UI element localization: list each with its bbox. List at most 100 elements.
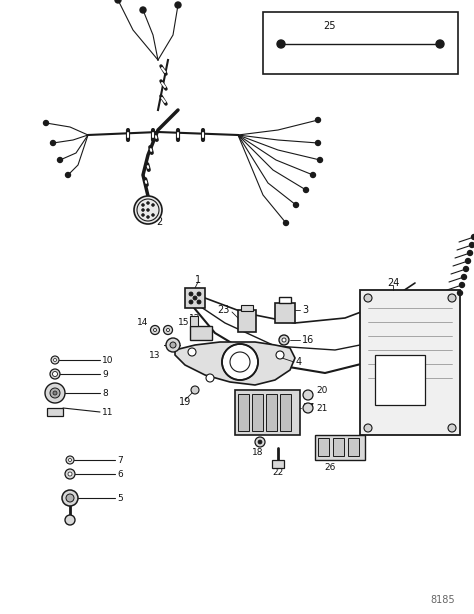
Circle shape xyxy=(193,296,197,300)
Bar xyxy=(360,290,460,435)
Bar xyxy=(280,394,291,431)
Circle shape xyxy=(152,204,155,206)
Text: 11: 11 xyxy=(102,408,113,416)
Text: 20: 20 xyxy=(316,386,328,395)
Circle shape xyxy=(189,292,193,296)
Circle shape xyxy=(462,274,466,279)
Circle shape xyxy=(459,282,465,287)
Text: 8: 8 xyxy=(102,389,108,397)
Text: 12: 12 xyxy=(189,314,201,322)
Circle shape xyxy=(464,266,468,271)
Text: 25: 25 xyxy=(323,21,336,31)
Bar xyxy=(47,408,63,416)
Text: 14: 14 xyxy=(137,317,148,327)
Circle shape xyxy=(54,359,56,362)
Text: 2: 2 xyxy=(156,217,162,227)
Circle shape xyxy=(436,40,444,48)
Circle shape xyxy=(146,209,149,211)
Text: 26: 26 xyxy=(324,462,336,472)
Circle shape xyxy=(68,472,72,476)
Circle shape xyxy=(364,424,372,432)
Circle shape xyxy=(448,294,456,302)
Circle shape xyxy=(65,173,71,177)
Bar xyxy=(318,438,329,456)
Circle shape xyxy=(53,391,57,395)
Circle shape xyxy=(293,203,299,208)
Bar xyxy=(185,288,205,308)
Circle shape xyxy=(467,251,473,255)
Circle shape xyxy=(191,386,199,394)
Text: 24: 24 xyxy=(387,278,399,288)
Circle shape xyxy=(140,7,146,13)
Circle shape xyxy=(465,258,471,263)
Circle shape xyxy=(166,338,180,352)
Circle shape xyxy=(277,40,285,48)
Text: 15: 15 xyxy=(178,317,190,327)
Bar xyxy=(235,390,300,435)
Circle shape xyxy=(189,300,193,304)
Circle shape xyxy=(53,371,57,376)
Circle shape xyxy=(175,2,181,8)
Text: 13: 13 xyxy=(148,351,160,360)
Circle shape xyxy=(50,388,60,398)
Circle shape xyxy=(45,383,65,403)
Circle shape xyxy=(65,515,75,525)
Circle shape xyxy=(69,459,72,462)
Circle shape xyxy=(146,202,149,204)
Circle shape xyxy=(276,351,284,359)
Text: 1: 1 xyxy=(195,275,201,285)
Circle shape xyxy=(164,325,173,335)
Text: 18: 18 xyxy=(252,448,264,456)
Bar xyxy=(263,12,458,74)
Circle shape xyxy=(457,290,463,295)
Bar xyxy=(238,310,256,332)
Circle shape xyxy=(364,294,372,302)
Circle shape xyxy=(50,369,60,379)
Bar xyxy=(266,394,277,431)
Circle shape xyxy=(470,243,474,247)
Bar xyxy=(333,438,344,456)
Circle shape xyxy=(170,342,176,348)
Circle shape xyxy=(51,356,59,364)
Text: 5: 5 xyxy=(117,494,123,502)
Bar xyxy=(190,316,198,326)
Text: 6: 6 xyxy=(117,470,123,478)
Bar xyxy=(348,438,359,456)
Bar xyxy=(275,303,295,323)
Bar xyxy=(272,460,284,468)
Text: 21: 21 xyxy=(316,403,328,413)
Text: 9: 9 xyxy=(102,370,108,378)
Circle shape xyxy=(142,204,144,206)
Circle shape xyxy=(134,196,162,224)
Circle shape xyxy=(197,300,201,304)
Text: 23: 23 xyxy=(218,305,230,315)
Circle shape xyxy=(303,187,309,193)
Circle shape xyxy=(283,220,289,225)
Circle shape xyxy=(152,214,155,216)
Circle shape xyxy=(279,335,289,345)
Text: 7: 7 xyxy=(117,456,123,465)
Circle shape xyxy=(310,173,316,177)
Text: 22: 22 xyxy=(273,467,283,476)
Circle shape xyxy=(66,456,74,464)
Text: 3: 3 xyxy=(302,305,308,315)
Text: 16: 16 xyxy=(302,335,314,345)
Bar xyxy=(375,355,425,405)
Circle shape xyxy=(57,158,63,163)
Polygon shape xyxy=(279,297,291,303)
Circle shape xyxy=(206,374,214,382)
Circle shape xyxy=(316,141,320,146)
Bar xyxy=(238,394,249,431)
Circle shape xyxy=(316,117,320,123)
Circle shape xyxy=(115,0,121,3)
Circle shape xyxy=(197,292,201,296)
Text: 19: 19 xyxy=(179,397,191,407)
Circle shape xyxy=(142,209,144,211)
Polygon shape xyxy=(175,342,295,385)
Bar xyxy=(241,305,253,311)
Circle shape xyxy=(448,424,456,432)
Circle shape xyxy=(166,328,170,332)
Circle shape xyxy=(154,328,156,332)
Text: 10: 10 xyxy=(102,356,113,365)
Circle shape xyxy=(146,216,149,219)
